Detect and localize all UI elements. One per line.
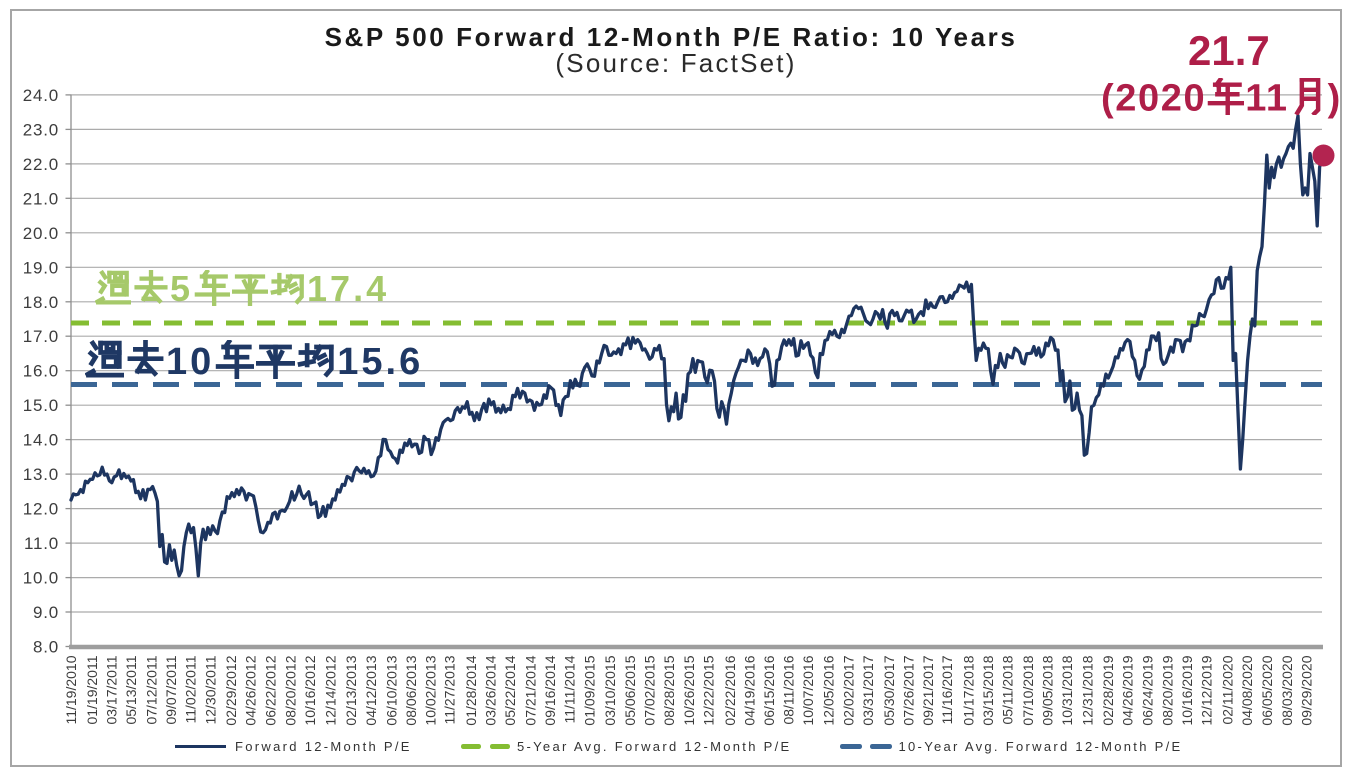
svg-text:03/17/2011: 03/17/2011 <box>104 655 120 724</box>
svg-text:03/15/2018: 03/15/2018 <box>980 655 996 725</box>
svg-text:08/11/2016: 08/11/2016 <box>781 655 797 724</box>
svg-text:12/30/2011: 12/30/2011 <box>202 655 218 724</box>
svg-text:17.0: 17.0 <box>23 327 59 346</box>
svg-text:16.0: 16.0 <box>23 362 59 381</box>
svg-text:03/31/2017: 03/31/2017 <box>860 655 876 725</box>
svg-text:05/30/2017: 05/30/2017 <box>881 655 897 725</box>
svg-text:05/06/2015: 05/06/2015 <box>622 655 638 725</box>
svg-text:12/22/2015: 12/22/2015 <box>701 655 717 725</box>
svg-text:02/02/2017: 02/02/2017 <box>841 655 857 725</box>
svg-text:04/26/2019: 04/26/2019 <box>1120 655 1136 725</box>
svg-text:10/16/2012: 10/16/2012 <box>302 655 318 725</box>
svg-text:10/26/2015: 10/26/2015 <box>681 655 697 725</box>
svg-text:11/16/2017: 11/16/2017 <box>939 655 955 724</box>
svg-text:12/14/2012: 12/14/2012 <box>322 655 338 725</box>
svg-text:02/11/2020: 02/11/2020 <box>1219 655 1235 724</box>
svg-text:15.0: 15.0 <box>23 396 59 415</box>
svg-text:21.0: 21.0 <box>23 189 59 208</box>
svg-text:18.0: 18.0 <box>23 293 59 312</box>
svg-text:09/05/2018: 09/05/2018 <box>1040 655 1056 725</box>
svg-text:07/26/2017: 07/26/2017 <box>900 655 916 725</box>
svg-text:11/02/2011: 11/02/2011 <box>182 655 198 723</box>
svg-text:12.0: 12.0 <box>23 500 59 519</box>
svg-text:10/07/2016: 10/07/2016 <box>800 655 816 725</box>
svg-text:02/29/2012: 02/29/2012 <box>223 655 239 725</box>
svg-text:06/24/2019: 06/24/2019 <box>1140 655 1156 725</box>
svg-text:10/16/2019: 10/16/2019 <box>1179 655 1195 725</box>
svg-text:06/22/2012: 06/22/2012 <box>262 655 278 725</box>
svg-text:03/26/2014: 03/26/2014 <box>483 655 499 725</box>
svg-text:13.0: 13.0 <box>23 465 59 484</box>
svg-text:01/19/2011: 01/19/2011 <box>84 655 100 724</box>
svg-text:09/21/2017: 09/21/2017 <box>920 655 936 725</box>
svg-text:07/02/2015: 07/02/2015 <box>641 655 657 725</box>
svg-text:9.0: 9.0 <box>33 603 59 622</box>
svg-text:05/11/2018: 05/11/2018 <box>999 655 1015 724</box>
svg-text:10.0: 10.0 <box>23 569 59 588</box>
svg-text:02/13/2013: 02/13/2013 <box>343 655 359 725</box>
svg-text:09/07/2011: 09/07/2011 <box>163 655 179 724</box>
svg-text:08/20/2012: 08/20/2012 <box>283 655 299 725</box>
svg-text:14.0: 14.0 <box>23 431 59 450</box>
svg-text:11/27/2013: 11/27/2013 <box>442 655 458 724</box>
svg-text:08/20/2019: 08/20/2019 <box>1159 655 1175 725</box>
svg-text:12/05/2016: 12/05/2016 <box>820 655 836 725</box>
svg-text:01/09/2015: 01/09/2015 <box>582 655 598 725</box>
svg-text:09/29/2020: 09/29/2020 <box>1299 655 1315 725</box>
svg-text:24.0: 24.0 <box>23 86 59 105</box>
svg-text:04/08/2020: 04/08/2020 <box>1239 655 1255 725</box>
svg-text:06/15/2016: 06/15/2016 <box>761 655 777 725</box>
svg-text:04/12/2013: 04/12/2013 <box>363 655 379 725</box>
svg-text:01/17/2018: 01/17/2018 <box>960 655 976 725</box>
svg-text:10/31/2018: 10/31/2018 <box>1059 655 1075 725</box>
svg-text:23.0: 23.0 <box>23 120 59 139</box>
svg-text:20.0: 20.0 <box>23 224 59 243</box>
svg-text:19.0: 19.0 <box>23 258 59 277</box>
svg-text:11/19/2010: 11/19/2010 <box>63 655 79 724</box>
svg-text:22.0: 22.0 <box>23 155 59 174</box>
svg-text:12/31/2018: 12/31/2018 <box>1080 655 1096 725</box>
svg-text:10/02/2013: 10/02/2013 <box>423 655 439 725</box>
svg-text:06/10/2013: 06/10/2013 <box>383 655 399 725</box>
svg-text:08/28/2015: 08/28/2015 <box>661 655 677 725</box>
svg-text:08/06/2013: 08/06/2013 <box>403 655 419 725</box>
svg-text:04/19/2016: 04/19/2016 <box>742 655 758 725</box>
svg-text:06/05/2020: 06/05/2020 <box>1259 655 1275 725</box>
svg-text:8.0: 8.0 <box>33 638 59 657</box>
svg-text:07/21/2014: 07/21/2014 <box>523 655 539 725</box>
svg-text:02/22/2016: 02/22/2016 <box>722 655 738 725</box>
svg-text:11/11/2014: 11/11/2014 <box>561 655 577 723</box>
svg-text:03/10/2015: 03/10/2015 <box>602 655 618 725</box>
svg-text:12/12/2019: 12/12/2019 <box>1198 655 1214 725</box>
svg-text:02/28/2019: 02/28/2019 <box>1100 655 1116 725</box>
svg-text:11.0: 11.0 <box>24 534 59 553</box>
svg-text:07/10/2018: 07/10/2018 <box>1020 655 1036 725</box>
svg-text:05/22/2014: 05/22/2014 <box>502 655 518 725</box>
svg-text:07/12/2011: 07/12/2011 <box>144 655 160 724</box>
svg-text:08/03/2020: 08/03/2020 <box>1279 655 1295 725</box>
svg-text:09/16/2014: 09/16/2014 <box>542 655 558 725</box>
svg-text:04/26/2012: 04/26/2012 <box>243 655 259 725</box>
svg-text:01/28/2014: 01/28/2014 <box>463 655 479 725</box>
svg-text:05/13/2011: 05/13/2011 <box>123 655 139 724</box>
